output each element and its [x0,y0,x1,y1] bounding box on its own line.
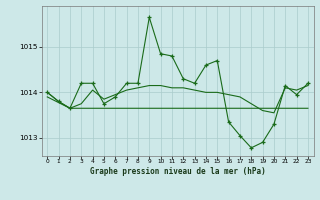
X-axis label: Graphe pression niveau de la mer (hPa): Graphe pression niveau de la mer (hPa) [90,167,266,176]
